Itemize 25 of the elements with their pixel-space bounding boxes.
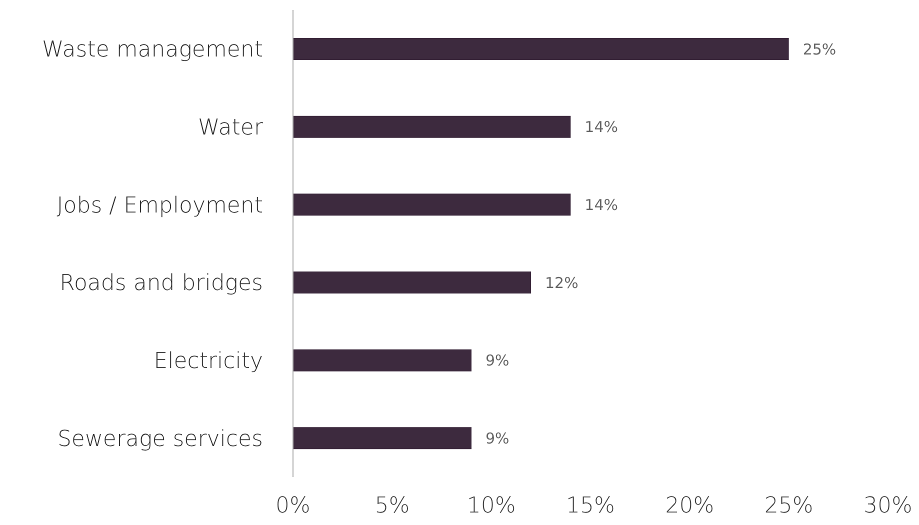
data-label: 14% [584,196,618,214]
data-label: 25% [802,40,836,58]
bar [293,272,531,294]
x-tick-label: 10% [466,494,516,519]
y-tick-label: Waste management [42,38,263,63]
bar [293,349,472,372]
x-tick-label: 30% [864,494,912,519]
y-tick-label: Electricity [154,349,263,374]
data-label: 9% [486,352,510,370]
x-tick-label: 5% [374,494,410,519]
x-tick-label: 0% [276,494,310,519]
y-tick-label: Water [198,116,264,141]
y-tick-label: Jobs / Employment [56,193,263,218]
x-tick-label: 15% [566,494,615,519]
data-label: 12% [545,274,578,292]
y-tick-label: Roads and bridges [60,271,263,296]
data-label: 9% [486,429,510,448]
bar [293,194,571,216]
x-tick-label: 20% [665,494,714,519]
data-label: 14% [584,118,618,136]
bar [293,116,571,138]
bar [293,427,472,450]
bar [293,38,789,60]
y-tick-label: Sewerage services [57,426,263,452]
x-tick-label: 25% [764,494,814,519]
